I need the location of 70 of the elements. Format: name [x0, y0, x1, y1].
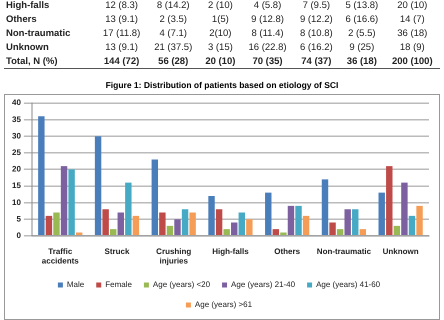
legend-label: Age (years) 41-60 [316, 280, 381, 290]
text: Unknown 13 (9.1) 21 (37.5) 3 (15) 16 (22.8) 6 (16.2) 9 (25) 18 (9) [6, 42, 425, 52]
legend-label: Female [105, 280, 132, 290]
bar [102, 209, 109, 236]
bar [416, 206, 423, 236]
y-tick-label: 25 [12, 148, 22, 158]
bar [408, 216, 416, 236]
bar [401, 182, 408, 236]
bar [280, 232, 287, 236]
text: Total, N (%) 144 (72) 56 (28) 20 (10) 70 (35) 74 (37) 36 (18) 200 (100) [6, 56, 433, 66]
y-tick-label: 40 [12, 98, 22, 108]
bar [94, 136, 102, 236]
bar [46, 216, 52, 236]
x-tick-label: Traffic accidents [42, 246, 80, 266]
bar [336, 229, 344, 236]
bar [360, 229, 366, 236]
chart-title: Figure 1: Distribution of patients based on etiology of SCI [104, 80, 340, 90]
bar [208, 196, 215, 236]
legend-label: Male [66, 280, 85, 290]
legend-label: Age (years) <20 [152, 280, 211, 290]
y-tick-label: 35 [12, 114, 22, 124]
legend-label: Age (years) 21-40 [231, 280, 296, 290]
x-tick-label: Crushing injuries [156, 246, 192, 266]
bar [344, 209, 351, 236]
bar [159, 212, 166, 236]
y-tick-label: 20 [12, 164, 22, 174]
bar [238, 212, 246, 236]
bar [189, 212, 196, 236]
bar [53, 212, 60, 236]
y-tick-label: 10 [12, 198, 22, 207]
bar [378, 192, 385, 236]
x-tick-label: Others [274, 246, 301, 256]
x-tick-label: Unknown [382, 246, 419, 256]
text: High-falls 12 (8.3) 8 (14.2) 2 (10) 4 (5.8) 7 (9.5) 5 (13.8) 20 (10) [6, 0, 428, 10]
y-tick-label: 0 [16, 231, 22, 240]
text: Non-traumatic 17 (11.8) 4 (7.1) 2(10) 8 (11.4) 8 (10.8) 2 (5.5) 36 (18) [6, 28, 428, 38]
bar [216, 209, 222, 236]
bar [302, 216, 310, 236]
bar [110, 229, 116, 236]
text: Others 13 (9.1) 2 (3.5) 1(5) 9 (12.8) 9 (12.2) 6 (16.6) 14 (7) [6, 14, 425, 24]
bar [152, 159, 158, 236]
bar [182, 209, 188, 236]
bar [295, 206, 302, 236]
bar [272, 229, 280, 236]
bar [352, 209, 358, 236]
bar [265, 192, 272, 236]
y-tick-label: 15 [12, 181, 22, 190]
bar [223, 229, 230, 236]
bar [231, 222, 238, 236]
bar [118, 212, 124, 236]
bar [246, 219, 253, 236]
bar [394, 226, 400, 236]
x-tick-label: Struck [104, 246, 130, 256]
legend-label: Age (years) >61 [194, 300, 253, 310]
bar [38, 116, 45, 236]
x-tick-label: Non-traumatic [316, 246, 372, 256]
y-tick-label: 30 [12, 131, 22, 140]
bar [76, 232, 82, 236]
bar [68, 169, 75, 236]
bar [166, 226, 174, 236]
bar [60, 166, 68, 236]
bar [322, 179, 328, 236]
bar [288, 206, 294, 236]
x-tick-label: High-falls [212, 246, 250, 256]
bar [174, 219, 181, 236]
y-tick-label: 5 [16, 214, 22, 224]
bar [329, 222, 336, 236]
bar [386, 166, 393, 236]
bar [125, 182, 132, 236]
bar [132, 216, 140, 236]
